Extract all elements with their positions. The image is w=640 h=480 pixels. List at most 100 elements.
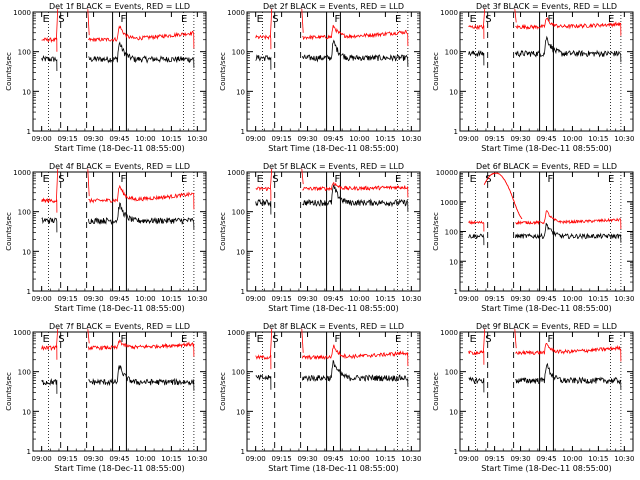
marker-letter-s: S bbox=[485, 174, 491, 185]
panel-5: Det 5f BLACK = Events, RED = LLD 1 10 100 10… bbox=[219, 162, 421, 313]
marker-letter-e: E bbox=[470, 14, 476, 25]
y-tick-label: 1 bbox=[454, 128, 458, 136]
marker-letter-f: F bbox=[548, 14, 554, 25]
y-tick-label: 1 bbox=[241, 288, 245, 296]
y-tick-label: 100 bbox=[18, 49, 31, 57]
x-axis-label: Start Time (18-Dec-11 08:55:00) bbox=[54, 464, 185, 473]
series-lld-spike bbox=[483, 8, 486, 27]
series-events-line bbox=[255, 39, 409, 70]
series-events-line bbox=[255, 360, 409, 390]
panel-7: Det 7f BLACK = Events, RED = LLD 1 10 100 10… bbox=[5, 322, 207, 473]
panel-2: Det 2f BLACK = Events, RED = LLD 1 10 100 10… bbox=[219, 2, 421, 153]
x-tick-label: 10:30 bbox=[401, 135, 421, 143]
panel-title: Det 2f BLACK = Events, RED = LLD bbox=[263, 2, 404, 11]
y-axis-label: Counts/sec bbox=[5, 372, 13, 411]
x-tick-label: 09:30 bbox=[510, 135, 530, 143]
x-tick-label: 10:30 bbox=[401, 295, 421, 303]
series-lld-spike bbox=[514, 328, 517, 349]
y-tick-label: 1000 bbox=[440, 9, 458, 17]
x-tick-label: 09:15 bbox=[272, 135, 292, 143]
marker-letter-f: F bbox=[121, 334, 127, 345]
panel-title: Det 5f BLACK = Events, RED = LLD bbox=[263, 162, 404, 171]
y-tick-label: 1 bbox=[454, 288, 458, 296]
y-tick-label: 1000 bbox=[13, 9, 31, 17]
y-tick-label: 100 bbox=[232, 49, 245, 57]
series-lld-spike bbox=[301, 168, 304, 185]
x-tick-label: 09:30 bbox=[297, 135, 317, 143]
marker-letter-e: E bbox=[608, 174, 614, 185]
plot-frame bbox=[32, 331, 207, 452]
x-tick-label: 10:30 bbox=[187, 295, 207, 303]
y-tick-label: 100 bbox=[445, 229, 458, 237]
x-tick-label: 10:15 bbox=[588, 135, 608, 143]
series-lld-line bbox=[255, 24, 409, 50]
x-tick-label: 10:30 bbox=[614, 455, 634, 463]
x-tick-label: 09:45 bbox=[323, 455, 343, 463]
x-tick-label: 09:15 bbox=[58, 455, 78, 463]
x-tick-label: 09:30 bbox=[83, 135, 103, 143]
x-tick-label: 09:00 bbox=[246, 295, 266, 303]
series-events-line bbox=[41, 41, 195, 72]
x-axis-label: Start Time (18-Dec-11 08:55:00) bbox=[481, 464, 612, 473]
y-tick-label: 1 bbox=[27, 288, 31, 296]
x-tick-label: 09:00 bbox=[32, 295, 52, 303]
x-axis-label: Start Time (18-Dec-11 08:55:00) bbox=[268, 464, 399, 473]
x-tick-label: 09:00 bbox=[246, 455, 266, 463]
y-axis-label: Counts/sec bbox=[219, 372, 227, 411]
marker-letter-f: F bbox=[548, 174, 554, 185]
marker-letter-e: E bbox=[257, 14, 263, 25]
panel-8: Det 8f BLACK = Events, RED = LLD 1 10 100 10… bbox=[219, 322, 421, 473]
marker-letter-s: S bbox=[272, 14, 278, 25]
series-lld-line bbox=[468, 210, 622, 232]
panel-3: Det 3f BLACK = Events, RED = LLD 1 10 100 10… bbox=[432, 2, 634, 153]
panel-title: Det 7f BLACK = Events, RED = LLD bbox=[49, 322, 190, 331]
x-tick-label: 09:30 bbox=[510, 455, 530, 463]
panel-title: Det 6f BLACK = Events, RED = LLD bbox=[476, 162, 617, 171]
series-lld-line bbox=[41, 339, 195, 360]
x-tick-label: 10:00 bbox=[349, 455, 369, 463]
series-lld-line bbox=[41, 184, 195, 213]
y-tick-label: 10 bbox=[236, 88, 245, 96]
y-axis-label: Counts/sec bbox=[5, 52, 13, 91]
series-events-line bbox=[468, 35, 622, 66]
x-tick-label: 09:30 bbox=[297, 455, 317, 463]
x-tick-label: 09:45 bbox=[109, 455, 129, 463]
y-tick-label: 1000 bbox=[227, 9, 245, 17]
y-tick-label: 10 bbox=[449, 258, 458, 266]
y-tick-label: 1 bbox=[454, 448, 458, 456]
x-tick-label: 10:30 bbox=[187, 135, 207, 143]
x-tick-label: 10:30 bbox=[614, 295, 634, 303]
marker-letter-e: E bbox=[43, 334, 49, 345]
marker-letter-f: F bbox=[548, 334, 554, 345]
marker-letter-s: S bbox=[58, 334, 64, 345]
x-tick-label: 09:15 bbox=[485, 295, 505, 303]
marker-letter-e: E bbox=[43, 174, 49, 185]
y-tick-label: 1000 bbox=[227, 329, 245, 337]
x-tick-label: 10:00 bbox=[349, 135, 369, 143]
series-lld-line bbox=[255, 344, 409, 370]
y-tick-label: 10000 bbox=[436, 169, 458, 177]
marker-letter-e: E bbox=[395, 334, 401, 345]
x-tick-label: 10:30 bbox=[187, 455, 207, 463]
marker-letter-f: F bbox=[335, 14, 341, 25]
x-tick-label: 09:15 bbox=[58, 135, 78, 143]
plot-frame bbox=[32, 11, 207, 132]
marker-letter-e: E bbox=[181, 14, 187, 25]
y-tick-label: 1 bbox=[27, 448, 31, 456]
y-tick-label: 1000 bbox=[440, 329, 458, 337]
x-axis-label: Start Time (18-Dec-11 08:55:00) bbox=[54, 144, 185, 153]
marker-letter-e: E bbox=[257, 174, 263, 185]
x-tick-label: 09:45 bbox=[109, 135, 129, 143]
marker-letter-e: E bbox=[257, 334, 263, 345]
marker-letter-e: E bbox=[395, 14, 401, 25]
series-lld-spike bbox=[56, 168, 59, 201]
x-axis-label: Start Time (18-Dec-11 08:55:00) bbox=[268, 304, 399, 313]
y-tick-label: 100 bbox=[18, 209, 31, 217]
marker-letter-e: E bbox=[608, 14, 614, 25]
series-lld-line bbox=[255, 181, 409, 201]
plot-frame bbox=[459, 11, 634, 132]
x-tick-label: 09:45 bbox=[536, 135, 556, 143]
x-tick-label: 09:15 bbox=[485, 135, 505, 143]
y-axis-label: Counts/sec bbox=[432, 52, 440, 91]
y-tick-label: 1000 bbox=[13, 329, 31, 337]
